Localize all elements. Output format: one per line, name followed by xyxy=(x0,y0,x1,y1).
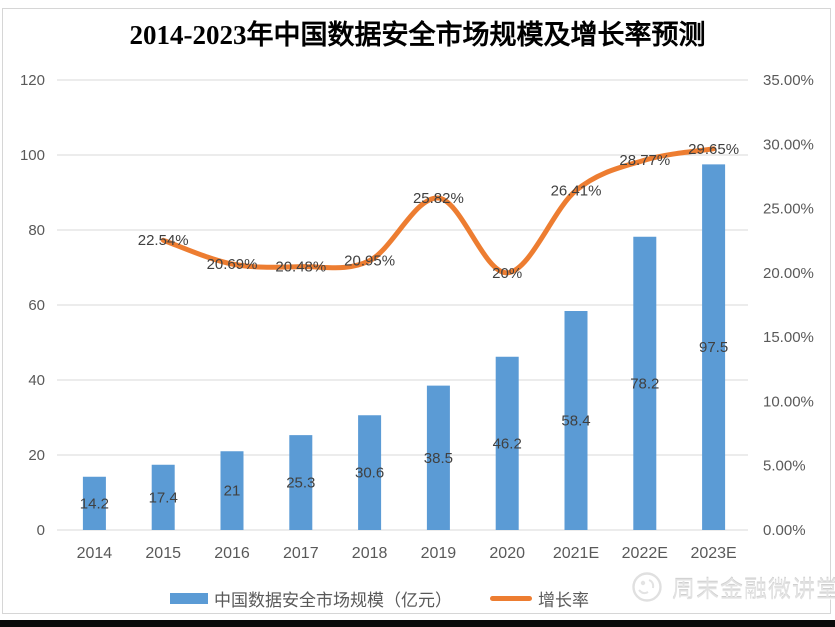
line-data-label: 20.69% xyxy=(207,256,258,273)
x-axis-category-label: 2015 xyxy=(145,545,181,562)
x-axis-category-label: 2017 xyxy=(283,545,319,562)
legend-label: 中国数据安全市场规模（亿元） xyxy=(214,590,452,610)
bar-2014 xyxy=(82,476,106,530)
left-axis-tick-label: 100 xyxy=(20,147,45,164)
bar-data-label: 97.5 xyxy=(699,339,728,356)
bottom-black-bar xyxy=(0,620,835,627)
legend-item-market-size: 中国数据安全市场规模（亿元） xyxy=(170,585,452,611)
chart-title: 2014-2023年中国数据安全市场规模及增长率预测 xyxy=(129,20,706,50)
bar-data-label: 30.6 xyxy=(355,465,384,482)
bar-data-label: 17.4 xyxy=(149,489,178,506)
bar-2020 xyxy=(495,356,519,530)
x-axis-category-label: 2022E xyxy=(622,545,668,562)
x-axis-category-label: 2016 xyxy=(214,545,250,562)
bar-data-label: 58.4 xyxy=(561,413,590,430)
line-data-label: 26.41% xyxy=(551,182,602,199)
right-axis-tick-label: 10.00% xyxy=(763,393,814,410)
left-axis-tick-label: 60 xyxy=(28,297,45,314)
left-axis-tick-label: 80 xyxy=(28,222,45,239)
bar-2015 xyxy=(151,464,175,530)
x-axis-category-label: 2014 xyxy=(77,545,113,562)
x-axis-category-label: 2023E xyxy=(690,545,736,562)
bar-2021E xyxy=(564,311,588,530)
bar-series-swatch-icon xyxy=(170,592,208,604)
x-axis-category-label: 2019 xyxy=(421,545,457,562)
line-data-label: 28.77% xyxy=(619,152,670,169)
x-axis-category-label: 2018 xyxy=(352,545,388,562)
bar-data-label: 21 xyxy=(224,483,241,500)
growth-rate-line xyxy=(160,146,717,276)
legend-item-growth-rate: 增长率 xyxy=(490,585,589,611)
bar-data-label: 38.5 xyxy=(424,450,453,467)
bar-2023E xyxy=(702,164,726,530)
bar-2019 xyxy=(426,385,450,530)
left-axis-tick-label: 20 xyxy=(28,447,45,464)
chart-legend: 中国数据安全市场规模（亿元） 增长率 xyxy=(0,585,835,611)
line-data-label: 22.54% xyxy=(138,232,189,249)
line-data-label: 20% xyxy=(492,265,522,282)
watermark: 周末金融微讲堂 xyxy=(630,570,835,604)
line-data-label: 29.65% xyxy=(688,141,739,158)
right-axis-tick-label: 35.00% xyxy=(763,72,814,89)
right-axis-tick-label: 15.00% xyxy=(763,329,814,346)
bar-2017 xyxy=(289,435,313,530)
bar-2018 xyxy=(358,415,382,530)
wechat-account-logo-icon xyxy=(632,572,662,602)
line-data-label: 20.48% xyxy=(275,259,326,276)
left-axis-tick-label: 40 xyxy=(28,372,45,389)
left-axis-tick-label: 0 xyxy=(37,522,45,539)
bar-2016 xyxy=(220,451,244,530)
line-series-swatch-icon xyxy=(490,595,532,601)
bar-data-label: 25.3 xyxy=(286,475,315,492)
watermark-text: 周末金融微讲堂 xyxy=(672,576,835,602)
line-data-label: 25.82% xyxy=(413,190,464,207)
right-axis-tick-label: 30.00% xyxy=(763,136,814,153)
bar-data-label: 14.2 xyxy=(80,495,109,512)
x-axis-category-label: 2020 xyxy=(489,545,525,562)
legend-label: 增长率 xyxy=(538,590,589,610)
x-axis-category-label: 2021E xyxy=(553,545,599,562)
right-axis-tick-label: 25.00% xyxy=(763,201,814,218)
right-axis-tick-label: 20.00% xyxy=(763,265,814,282)
line-data-label: 20.95% xyxy=(344,253,395,270)
bar-2022E xyxy=(633,236,657,530)
left-axis-tick-label: 120 xyxy=(20,72,45,89)
bar-data-label: 78.2 xyxy=(630,375,659,392)
right-axis-tick-label: 0.00% xyxy=(763,522,806,539)
right-axis-tick-label: 5.00% xyxy=(763,458,806,475)
bar-data-label: 46.2 xyxy=(493,435,522,452)
